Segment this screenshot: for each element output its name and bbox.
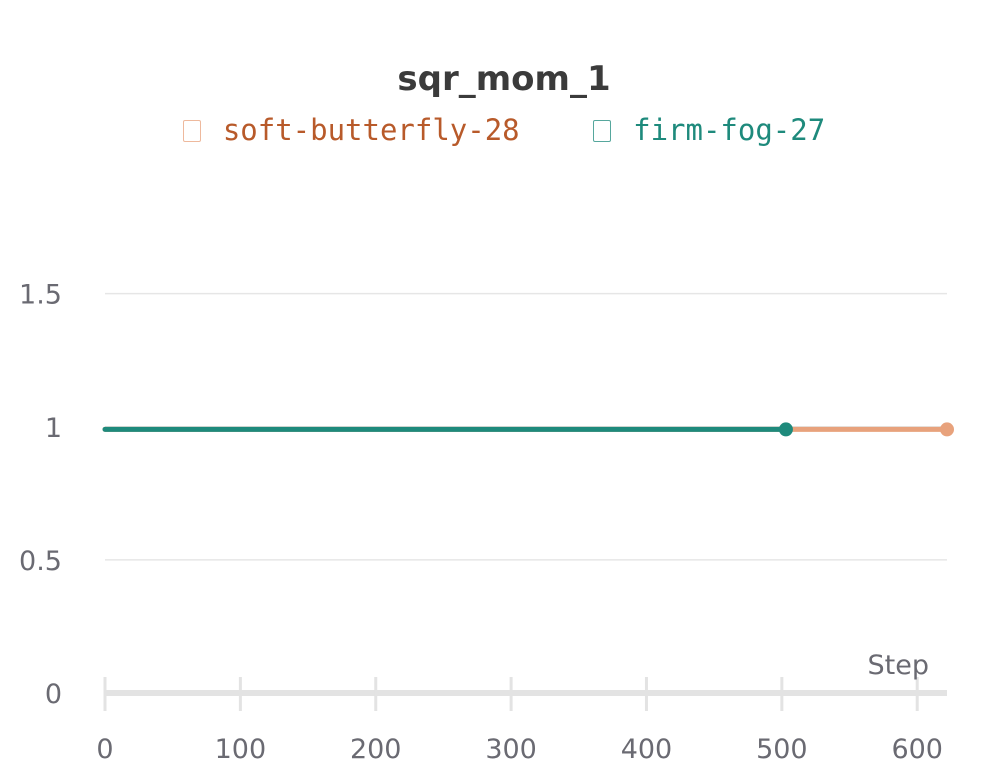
x-tick-label: 300 — [485, 734, 537, 765]
legend-item-firm-fog-27[interactable]: firm-fog-27 — [593, 110, 825, 150]
chart-title: sqr_mom_1 — [397, 59, 611, 99]
chart-legend: soft-butterfly-28 firm-fog-27 — [0, 110, 1008, 150]
y-tick-label: 1.5 — [19, 280, 62, 311]
legend-swatch-icon — [593, 120, 612, 142]
x-tick-label: 600 — [891, 734, 943, 765]
x-tick-label: 400 — [621, 734, 673, 765]
x-tick-label: 0 — [96, 734, 113, 765]
x-tick-label: 200 — [350, 734, 402, 765]
legend-item-soft-butterfly-28[interactable]: soft-butterfly-28 — [182, 110, 520, 150]
x-tick-label: 100 — [215, 734, 267, 765]
y-tick-label: 0.5 — [19, 546, 62, 577]
legend-label: soft-butterfly-28 — [222, 113, 520, 147]
x-axis-title: Step — [868, 650, 929, 681]
series-end-point-firm-fog-27 — [778, 422, 793, 437]
legend-swatch-icon — [182, 120, 201, 142]
y-tick-label: 1 — [45, 413, 62, 444]
y-tick-label: 0 — [45, 679, 62, 710]
x-tick-label: 500 — [756, 734, 808, 765]
legend-label: firm-fog-27 — [633, 113, 826, 147]
series-end-point-soft-butterfly-28 — [940, 422, 954, 437]
